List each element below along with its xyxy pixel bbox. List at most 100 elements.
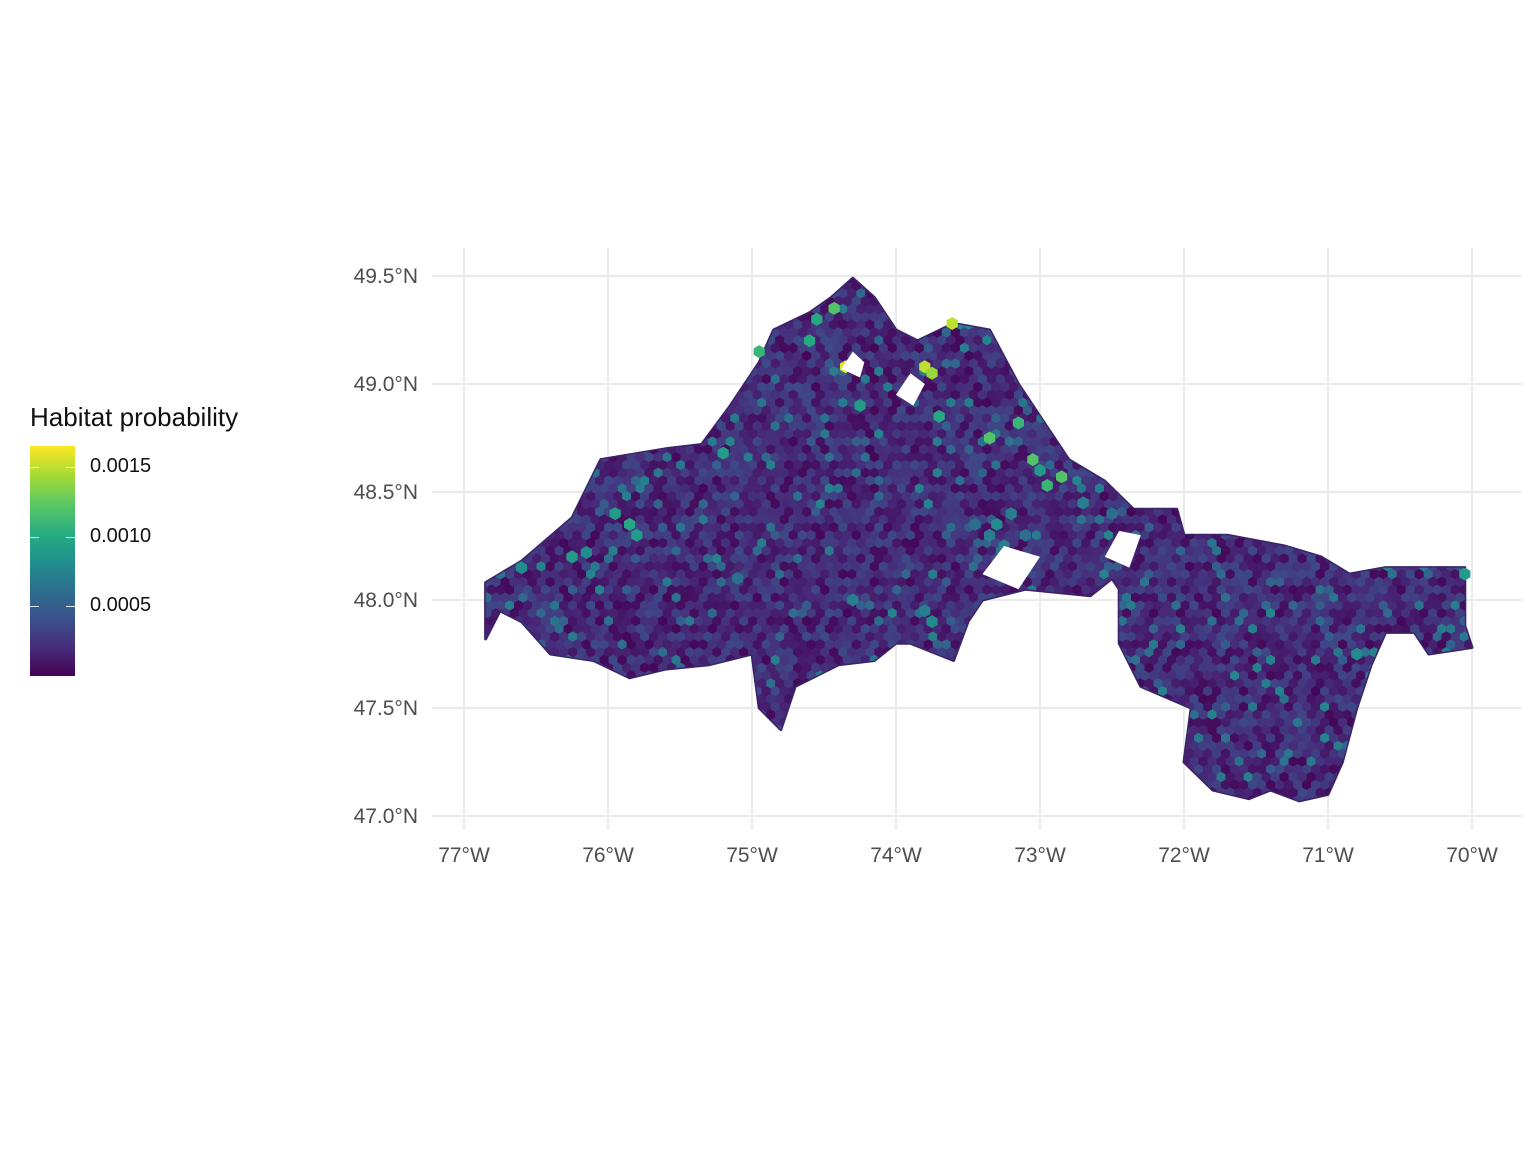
hex-cell [1018, 491, 1028, 502]
hex-cell [977, 389, 987, 400]
hex-cell [640, 491, 650, 502]
hex-cell [599, 483, 609, 494]
hex-cell [757, 491, 767, 502]
hex-cell [883, 428, 893, 439]
hex-cell [784, 381, 794, 393]
hex-cell [797, 467, 807, 478]
hex-cell [784, 350, 794, 361]
hex-cell [869, 436, 879, 447]
hex-cell [968, 452, 978, 463]
hex-cell [707, 498, 717, 510]
hex-cell [797, 327, 807, 338]
hex-cell [923, 436, 933, 447]
hex-cell [892, 444, 902, 455]
hex-cell [1009, 381, 1019, 393]
hex-cell [838, 335, 848, 346]
hex-cell [599, 498, 609, 510]
hex-cell [919, 491, 929, 502]
hex-cell [698, 498, 708, 510]
hex-cell [982, 397, 992, 408]
hex-cell [896, 405, 906, 416]
hex-cell [937, 397, 947, 408]
hex-cell [932, 389, 942, 400]
hex-cell [874, 319, 884, 330]
hex-cell [905, 498, 915, 510]
hex-cell [829, 459, 839, 471]
hex-cell [851, 467, 861, 478]
hex-cell [829, 397, 839, 408]
hex-cell [1027, 428, 1037, 439]
hex-cell [847, 303, 857, 315]
hex-cell [649, 459, 659, 471]
hex-cell [766, 397, 776, 408]
hex-cell [1000, 397, 1010, 408]
hex-cell [757, 475, 767, 486]
hex-cell [743, 389, 753, 400]
hex-cell [797, 358, 807, 369]
hex-cell [734, 405, 744, 416]
hex-cell [739, 459, 749, 471]
hex-cell [977, 420, 987, 432]
hex-cell [896, 483, 906, 494]
hex-cell [698, 452, 708, 463]
hex-cell [635, 467, 645, 478]
hex-cell [883, 491, 893, 502]
hex-cell [680, 483, 690, 494]
hex-cell [995, 374, 1005, 385]
hex-cell [842, 420, 852, 432]
hex-cell [1045, 459, 1055, 471]
hex-cell [973, 459, 983, 471]
hex-cell [743, 498, 753, 510]
hex-cell [1004, 483, 1014, 494]
hex-cell [1067, 467, 1077, 478]
hex-cell [689, 452, 699, 463]
hex-cell [797, 389, 807, 400]
hex-cell [851, 311, 861, 322]
hex-cell [806, 498, 816, 510]
hex-cell [869, 498, 879, 510]
hex-cell [982, 350, 992, 361]
hex-cell [977, 405, 987, 416]
hex-cell [784, 335, 794, 346]
hex-cell [811, 428, 821, 439]
hex-cell [685, 459, 695, 471]
hex-cell [775, 397, 785, 408]
hex-cell [811, 413, 821, 424]
hex-cell [883, 397, 893, 408]
hex-cell [707, 467, 717, 478]
hex-cell [869, 389, 879, 400]
hex-cell [775, 366, 785, 377]
hex-cell [995, 483, 1005, 494]
hex-cell [865, 350, 875, 361]
hex-cell [806, 420, 816, 432]
hex-cell [820, 335, 830, 346]
hex-cell [959, 405, 969, 416]
hex-cell [788, 452, 798, 463]
hex-cell [878, 498, 888, 510]
hex-cell [779, 389, 789, 400]
hex-cell [950, 483, 960, 494]
hex-cell [896, 420, 906, 432]
hex-cell [1027, 475, 1037, 486]
hex-cell [977, 452, 987, 463]
hex-cell [743, 420, 753, 432]
hex-cell [995, 420, 1005, 432]
hex-cell [874, 413, 884, 424]
hex-cell [653, 467, 663, 478]
hex-cell [815, 389, 825, 400]
hex-cell [815, 452, 825, 463]
hex-cell [991, 444, 1001, 455]
hex-cell [752, 498, 762, 510]
hex-cell [941, 452, 951, 463]
hex-cell [829, 319, 839, 330]
hex-cell [860, 483, 870, 494]
hex-cell [842, 342, 852, 354]
hex-cell [1004, 452, 1014, 463]
hex-cell [1004, 374, 1014, 385]
hex-cell [923, 420, 933, 432]
hex-cell [842, 296, 852, 307]
hex-cell [973, 444, 983, 455]
hex-cell [1018, 428, 1028, 439]
hex-cell [626, 498, 636, 510]
